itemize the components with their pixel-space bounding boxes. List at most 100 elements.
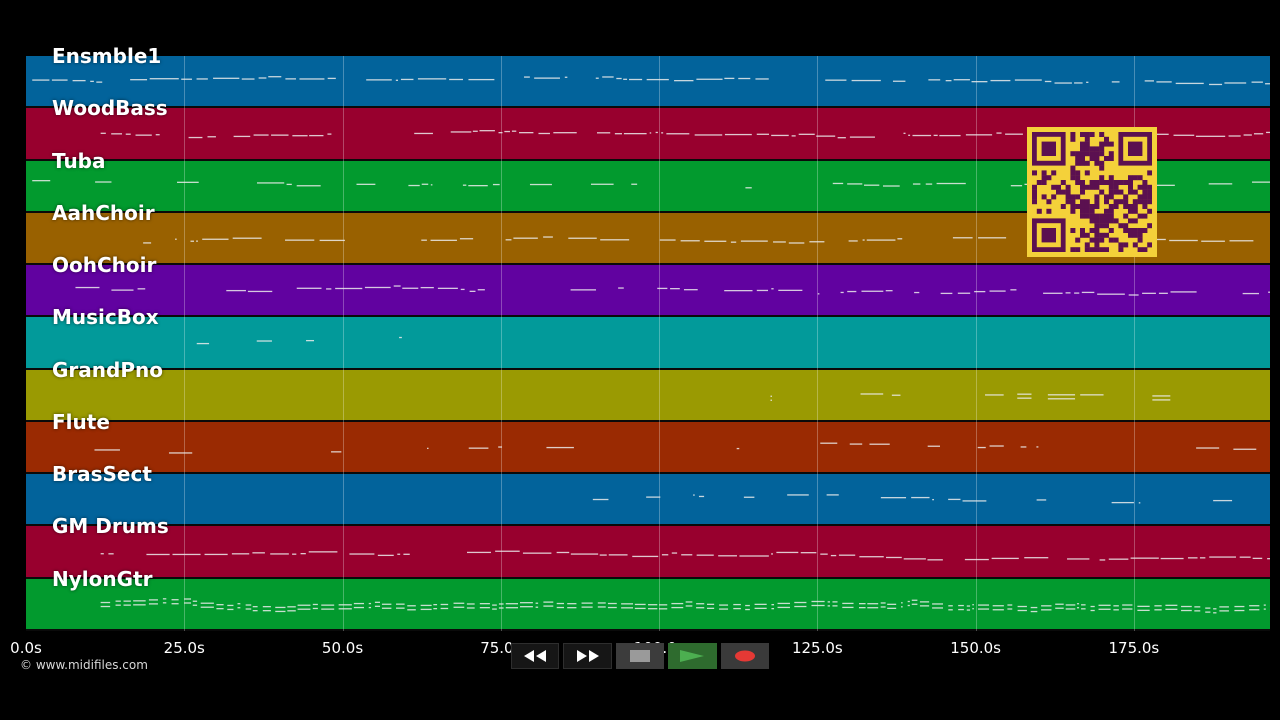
note [247,290,273,293]
note [492,608,497,610]
note [730,241,737,243]
rewind-button[interactable] [511,643,560,669]
note [614,133,622,135]
note [498,132,503,134]
qr-module [1036,180,1042,185]
note [564,76,568,78]
note [108,553,114,555]
note [989,290,1006,292]
note [777,602,790,605]
qr-module [1089,184,1095,190]
note [232,237,262,239]
qr-module [1080,151,1085,157]
note [123,604,131,606]
note [832,605,838,607]
note [957,292,971,294]
note [148,599,158,601]
note [977,608,990,610]
qr-code-pattern [1032,132,1152,252]
qr-module [1104,223,1109,229]
qr-module [1113,204,1119,209]
note [268,76,282,78]
note [374,601,380,603]
note [1156,81,1172,83]
qr-module [1137,213,1143,219]
qr-module [1104,136,1109,142]
note [1187,557,1198,559]
note [200,602,214,604]
track-label: Tuba [52,148,106,173]
note [227,608,234,611]
qr-module [1142,213,1148,219]
note [519,132,534,134]
qr-module [1118,242,1124,248]
note [190,240,194,242]
qr-module [1080,213,1085,219]
note [1108,558,1129,560]
qr-module [1123,213,1129,219]
note [245,604,252,606]
note [505,239,512,241]
track-notes [592,494,1233,504]
note [912,134,932,137]
note [1036,499,1047,501]
note [123,600,131,602]
note [469,290,476,292]
qr-module [1108,141,1114,147]
qr-module [1046,199,1052,205]
qr-module [1070,132,1076,137]
note [453,606,465,608]
qr-module [1075,156,1081,161]
qr-module [1070,208,1076,214]
note [948,498,961,501]
qr-module [1108,208,1114,214]
qr-module [1132,232,1138,238]
qr-module [1075,194,1081,200]
qr-module [1080,232,1085,238]
note [95,181,112,183]
note [202,238,229,240]
note [661,554,669,556]
note [867,607,879,609]
note [670,288,680,290]
qr-module [1142,189,1148,195]
stop-button[interactable] [615,643,665,669]
qr-module [1089,146,1095,152]
note [75,286,100,289]
note [1196,447,1220,449]
qr-module [1094,180,1100,185]
note [1224,82,1247,84]
note [787,494,809,496]
note [745,187,752,189]
note [570,553,599,555]
qr-module [1142,204,1148,209]
note [505,603,519,605]
record-button[interactable] [720,643,770,669]
qr-module [1147,208,1152,214]
note [543,601,554,603]
note [94,449,120,451]
note [253,134,269,136]
note [196,342,210,345]
note [529,183,552,186]
note [698,495,705,498]
track-notes [100,598,1270,614]
qr-module [1128,204,1133,209]
note [162,602,167,604]
note [285,78,296,80]
note [1017,605,1027,608]
note [581,606,593,608]
note [657,287,668,290]
note [1267,558,1270,560]
qr-module [1118,199,1124,205]
qr-module [1094,213,1100,219]
play-button[interactable] [668,643,717,669]
note [1081,291,1095,294]
fast-forward-button[interactable] [563,643,612,669]
note [149,78,179,80]
qr-module [1104,218,1109,224]
note [1201,240,1225,242]
note [498,446,503,448]
note [449,78,463,81]
note [858,603,866,605]
